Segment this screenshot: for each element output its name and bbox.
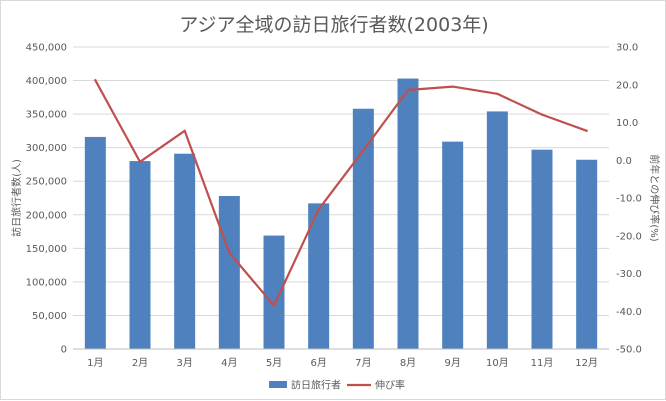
y-tick-label: 0 (61, 345, 67, 356)
x-tick-label: 5月 (266, 357, 282, 369)
y-tick-label: 50,000 (32, 311, 67, 322)
y-tick-label: 250,000 (26, 177, 67, 188)
y2-tick-label: -10.0 (616, 194, 642, 205)
legend-swatch-bars (269, 381, 287, 388)
line-point (272, 304, 276, 307)
y2-tick-label: -50.0 (616, 345, 642, 356)
line-point (317, 208, 320, 211)
y2-tick-label: 30.0 (616, 43, 638, 54)
y-tick-label: 200,000 (26, 210, 67, 221)
x-tick-label: 9月 (444, 357, 460, 369)
line-series (94, 79, 588, 307)
y-tick-label: 150,000 (26, 244, 67, 255)
x-tick-label: 7月 (355, 357, 371, 369)
line-point (228, 251, 231, 254)
bar (486, 111, 508, 349)
bar (352, 108, 374, 350)
x-tick-label: 2月 (132, 357, 148, 369)
y-tick-label: 350,000 (26, 110, 67, 121)
line-point (496, 92, 499, 96)
x-tick-label: 8月 (400, 357, 416, 369)
x-tick-label: 11月 (531, 357, 554, 369)
bar (129, 161, 151, 349)
line-point (540, 113, 544, 116)
bar (576, 159, 598, 349)
line-point (585, 129, 588, 133)
bar (308, 203, 330, 349)
y-tick-label: 300,000 (26, 143, 67, 154)
line-point (183, 129, 186, 133)
bar (397, 78, 419, 349)
chart-title: アジア全域の訪日旅行者数(2003年) (179, 14, 489, 36)
y2-tick-label: -30.0 (616, 269, 642, 280)
bar (84, 136, 106, 349)
y2-axis-title: 前年との伸び率(%) (648, 154, 661, 241)
legend-label-bars: 訪日旅行者 (291, 379, 341, 392)
line-point (451, 85, 454, 88)
bar (174, 153, 196, 349)
y-tick-label: 400,000 (26, 76, 67, 87)
y2-tick-label: 20.0 (616, 80, 638, 91)
x-tick-label: 10月 (486, 357, 509, 369)
y-axis-title: 訪日旅行者数(人) (10, 159, 23, 237)
y-tick-label: 450,000 (26, 43, 67, 54)
y-tick-label: 100,000 (26, 277, 67, 288)
y2-tick-label: -20.0 (616, 231, 642, 242)
line-point (362, 149, 365, 152)
x-tick-label: 6月 (310, 357, 326, 369)
x-tick-label: 1月 (87, 357, 103, 369)
y2-tick-label: 10.0 (616, 118, 638, 129)
bar (263, 235, 285, 349)
line-point (406, 88, 410, 92)
legend-label-line: 伸び率 (375, 379, 405, 392)
x-tick-label: 3月 (176, 357, 192, 369)
bar (531, 149, 553, 349)
bar (218, 195, 240, 349)
line-point (138, 160, 142, 163)
y2-tick-label: -40.0 (616, 307, 642, 318)
line-point (94, 79, 97, 82)
x-tick-label: 12月 (575, 357, 598, 369)
bar (442, 141, 464, 349)
x-tick-label: 4月 (221, 357, 237, 369)
y2-tick-label: 0.0 (616, 156, 632, 167)
